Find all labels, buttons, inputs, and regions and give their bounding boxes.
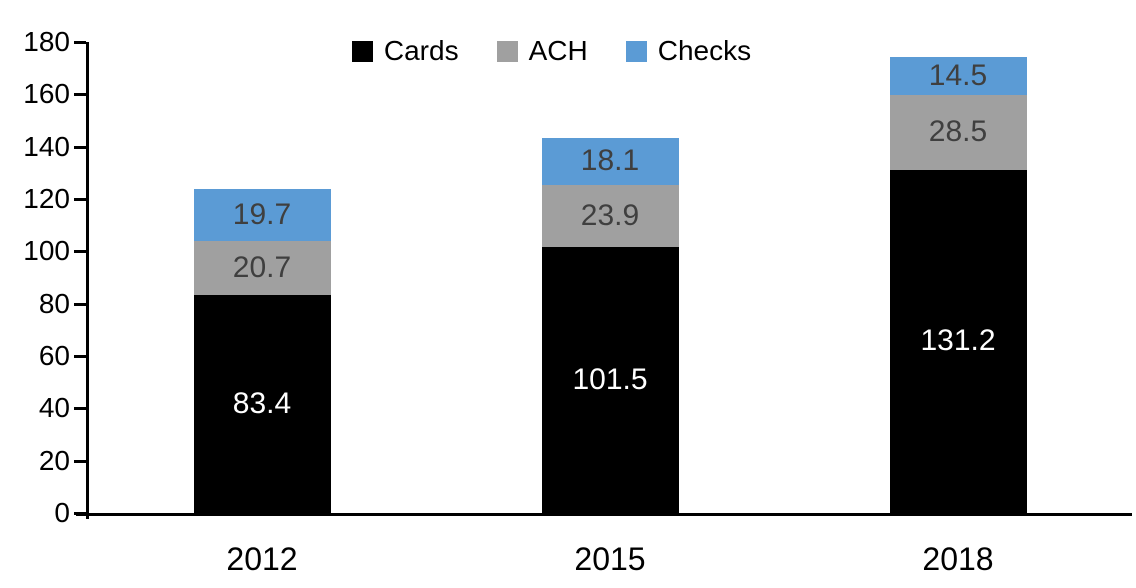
y-axis-tick-label: 40 bbox=[38, 392, 70, 424]
legend-swatch-cards bbox=[351, 40, 373, 62]
y-axis-tick bbox=[74, 459, 86, 463]
data-label-cards-2018: 131.2 bbox=[920, 324, 996, 358]
y-axis-tick-label: 160 bbox=[23, 78, 70, 110]
y-axis-tick bbox=[74, 302, 86, 306]
bar-segment-checks-2018: 14.5 bbox=[889, 57, 1027, 96]
legend-label-cards: Cards bbox=[383, 35, 459, 66]
y-axis-tick bbox=[74, 198, 86, 201]
x-axis-line bbox=[76, 513, 1132, 516]
bar-segment-cards-2015: 101.5 bbox=[541, 247, 679, 513]
data-label-checks-2018: 14.5 bbox=[928, 59, 988, 93]
legend-swatch-ach bbox=[496, 40, 518, 62]
y-axis-tick-label: 120 bbox=[23, 183, 70, 214]
y-axis-tick bbox=[74, 145, 86, 149]
bar-segment-checks-2012: 19.7 bbox=[193, 189, 331, 241]
legend-label-checks: Checks bbox=[657, 35, 752, 66]
legend-item-checks: Checks bbox=[625, 35, 752, 66]
data-label-checks-2015: 18.1 bbox=[580, 144, 640, 178]
x-axis-label-2018: 2018 bbox=[922, 541, 994, 577]
y-axis-tick-label: 80 bbox=[38, 287, 70, 319]
legend-item-ach: ACH bbox=[496, 35, 588, 66]
bar-segment-ach-2018: 28.5 bbox=[889, 95, 1027, 170]
y-axis-tick bbox=[74, 250, 86, 254]
data-label-cards-2012: 83.4 bbox=[232, 386, 292, 420]
data-label-checks-2012: 19.7 bbox=[232, 197, 292, 231]
y-axis-tick-label: 20 bbox=[38, 444, 70, 476]
y-axis-tick-label: 180 bbox=[23, 26, 70, 57]
y-axis-line bbox=[86, 42, 89, 519]
chart-legend: Cards ACH Checks bbox=[0, 33, 1103, 69]
y-axis-tick-label: 140 bbox=[23, 130, 70, 162]
legend-item-cards: Cards bbox=[351, 35, 459, 66]
data-label-ach-2012: 20.7 bbox=[232, 250, 292, 284]
legend-label-ach: ACH bbox=[528, 35, 588, 66]
bar-segment-ach-2015: 23.9 bbox=[541, 184, 679, 248]
y-axis-tick bbox=[74, 93, 86, 97]
y-axis-tick-label: 100 bbox=[23, 235, 70, 267]
y-axis-tick bbox=[74, 355, 86, 358]
data-label-ach-2015: 23.9 bbox=[580, 199, 640, 233]
y-axis-tick-label: 60 bbox=[38, 340, 70, 371]
legend-swatch-checks bbox=[625, 40, 647, 62]
y-axis-tick bbox=[74, 41, 86, 44]
y-axis-tick bbox=[74, 407, 86, 411]
x-axis-label-2015: 2015 bbox=[574, 541, 646, 577]
bar-segment-cards-2012: 83.4 bbox=[193, 294, 331, 513]
bar-segment-cards-2018: 131.2 bbox=[889, 169, 1027, 513]
data-label-cards-2015: 101.5 bbox=[572, 363, 648, 397]
y-axis-tick bbox=[74, 512, 86, 515]
data-label-ach-2018: 28.5 bbox=[928, 115, 988, 149]
bar-segment-checks-2015: 18.1 bbox=[541, 137, 679, 185]
bar-segment-ach-2012: 20.7 bbox=[193, 240, 331, 295]
x-axis-label-2012: 2012 bbox=[226, 541, 298, 577]
y-axis-tick-label: 0 bbox=[54, 497, 70, 528]
